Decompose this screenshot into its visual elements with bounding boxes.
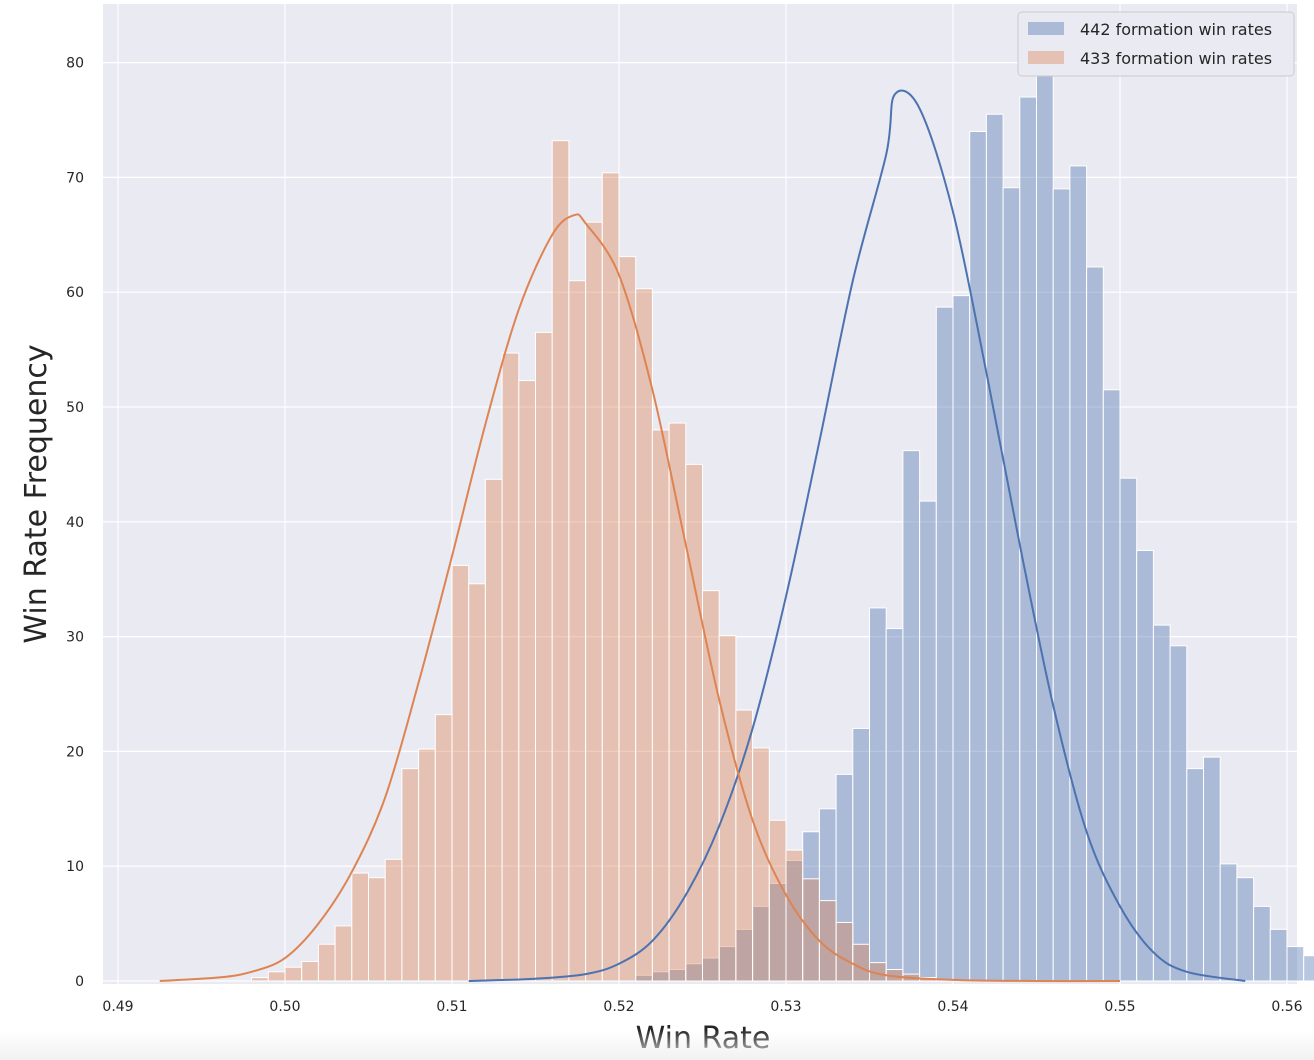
legend-swatch-442 <box>1028 22 1064 35</box>
histogram-bar <box>852 943 870 982</box>
histogram-bar <box>768 819 787 982</box>
x-tick-label: 0.55 <box>1104 999 1135 1015</box>
histogram-bar <box>384 858 403 982</box>
histogram-bar <box>651 429 670 982</box>
histogram-bar <box>952 295 971 982</box>
histogram-bar <box>718 634 737 982</box>
histogram-bar <box>568 280 587 982</box>
histogram-bar <box>1236 877 1255 982</box>
kde-curves <box>159 89 1246 983</box>
y-tick-labels: 0 10 20 30 40 50 60 70 80 <box>66 56 84 990</box>
y-tick-label: 70 <box>66 170 84 186</box>
histogram-bar <box>1286 946 1305 982</box>
histogram-bar <box>1152 624 1171 982</box>
histogram-bar <box>251 977 269 982</box>
y-tick-label: 0 <box>75 974 84 990</box>
legend-box <box>1017 11 1295 77</box>
x-tick-label: 0.54 <box>937 999 968 1015</box>
histogram-bar <box>301 960 319 982</box>
legend-swatch-433 <box>1028 51 1064 64</box>
histogram-bar <box>1069 165 1088 982</box>
histogram-bar <box>1052 188 1071 982</box>
histogram-bar <box>368 877 386 982</box>
histogram-bar <box>334 925 353 982</box>
x-tick-label: 0.50 <box>269 999 300 1015</box>
x-axis-title: Win Rate <box>636 1021 771 1056</box>
y-tick-label: 80 <box>66 56 84 72</box>
histogram-bar <box>852 727 870 982</box>
histogram-bar <box>985 113 1004 982</box>
histogram-bar <box>902 450 921 982</box>
histogram-bar <box>869 607 887 982</box>
histogram-bar <box>919 500 937 982</box>
legend-label-433: 433 formation win rates <box>1080 49 1272 68</box>
x-tick-label: 0.53 <box>770 999 801 1015</box>
histogram-bar <box>685 463 703 982</box>
histogram-bar <box>1036 50 1054 982</box>
histogram-bars-433 <box>251 140 937 982</box>
x-tick-label: 0.51 <box>436 999 467 1015</box>
histogram-bar <box>752 747 770 982</box>
histogram-bar <box>1169 645 1188 982</box>
legend: 442 formation win rates 433 formation wi… <box>1017 11 1295 77</box>
histogram-bar <box>401 768 420 982</box>
histogram-bar <box>818 900 837 982</box>
x-tick-label: 0.49 <box>102 999 133 1015</box>
histogram-bar <box>601 172 620 982</box>
histogram-bar <box>267 971 286 982</box>
histogram-bar <box>535 331 553 982</box>
x-tick-labels: 0.49 0.50 0.51 0.52 0.53 0.54 0.55 0.56 <box>102 999 1302 1015</box>
kde-curve <box>468 89 1246 982</box>
y-tick-label: 40 <box>66 515 84 531</box>
histogram-bar <box>551 140 570 982</box>
histogram-bars-442 <box>635 50 1314 982</box>
histogram-bar <box>585 221 603 982</box>
histogram-bar <box>635 288 653 982</box>
kde-curve <box>159 213 1121 983</box>
x-tick-label: 0.56 <box>1271 999 1302 1015</box>
histogram-bar <box>735 709 754 982</box>
histogram-bar <box>1269 928 1288 982</box>
histogram-bar <box>501 352 520 982</box>
histogram-bar <box>451 564 470 982</box>
histogram-bar <box>1119 477 1138 982</box>
histogram-bar <box>284 966 303 982</box>
histogram-bar <box>1002 187 1021 982</box>
x-tick-label: 0.52 <box>603 999 634 1015</box>
histogram-bar <box>418 748 436 982</box>
histogram-bar <box>785 849 804 982</box>
y-tick-label: 20 <box>66 744 84 760</box>
histogram-bar <box>1203 756 1221 982</box>
histogram-bar <box>317 943 336 982</box>
histogram-bar <box>351 872 369 982</box>
histogram-bar <box>935 306 954 982</box>
histogram-bar <box>885 628 904 982</box>
y-tick-label: 60 <box>66 285 84 301</box>
histogram-bar <box>618 256 637 982</box>
histogram-bar <box>835 921 854 982</box>
y-tick-label: 30 <box>66 630 84 646</box>
histogram-bar <box>802 878 820 982</box>
legend-label-442: 442 formation win rates <box>1080 20 1272 39</box>
histogram-bar <box>1136 550 1154 982</box>
plot-area-background <box>103 4 1297 984</box>
histogram-bar <box>1253 905 1271 982</box>
histogram-bar <box>468 583 486 982</box>
histogram-bar <box>434 714 453 982</box>
histogram-bar <box>1219 863 1238 982</box>
histogram-bar <box>518 380 536 982</box>
y-axis-title: Win Rate Frequency <box>19 344 54 643</box>
histogram-bar <box>1303 955 1314 982</box>
histogram-bar <box>484 478 503 982</box>
y-tick-label: 10 <box>66 859 84 875</box>
histogram-bar <box>1186 768 1205 982</box>
histogram-bar <box>969 130 987 982</box>
y-tick-label: 50 <box>66 400 84 416</box>
histogram-bar <box>1019 96 1037 982</box>
histogram-bar <box>1086 266 1104 982</box>
histogram-bar <box>702 590 720 982</box>
